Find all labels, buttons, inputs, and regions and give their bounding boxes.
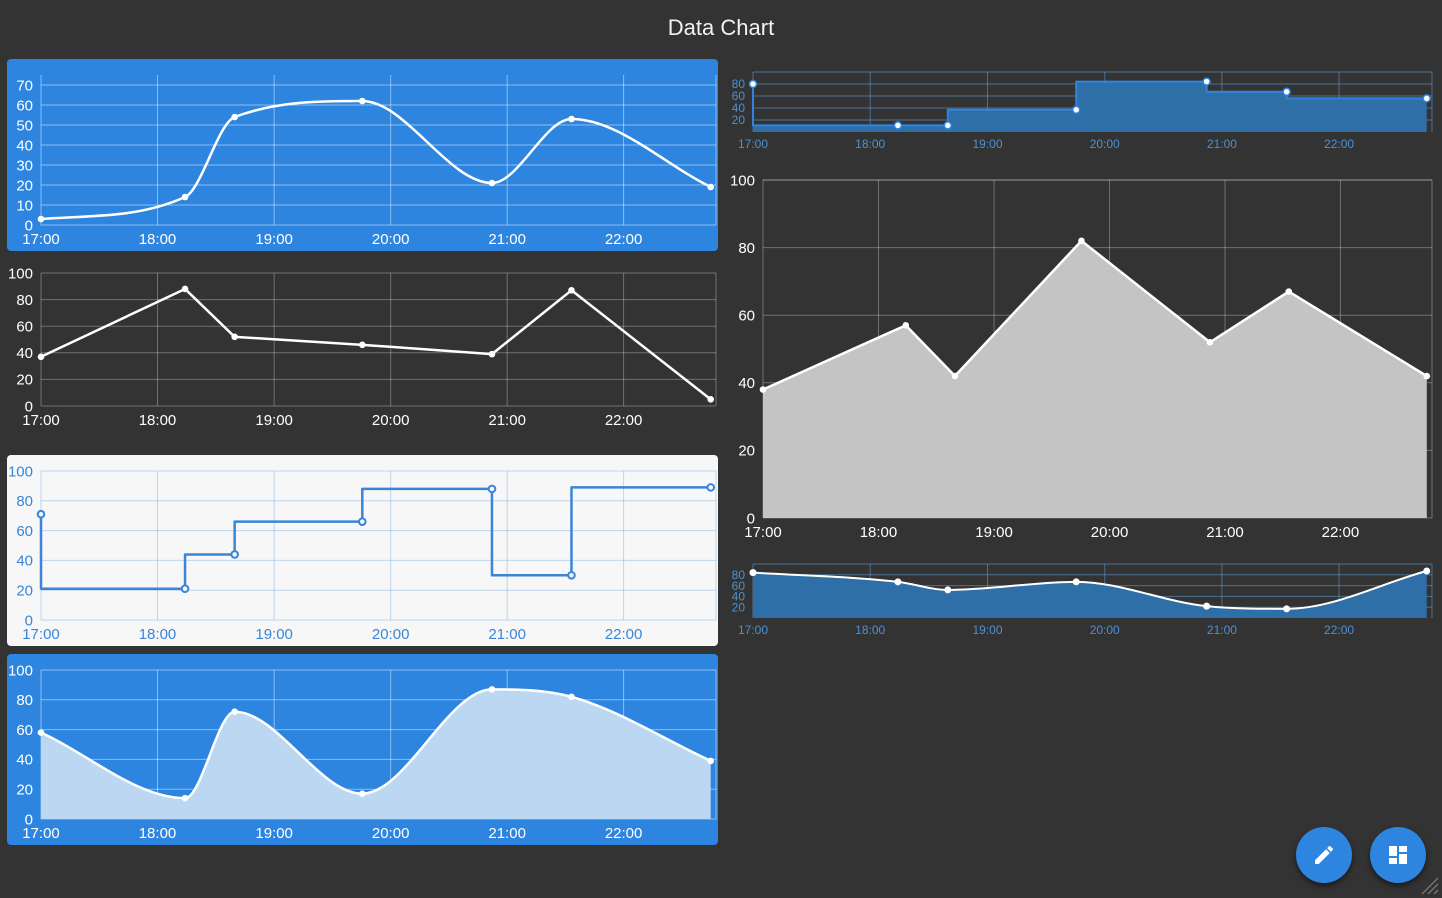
svg-text:17:00: 17:00 — [22, 626, 60, 643]
svg-text:40: 40 — [732, 101, 746, 115]
svg-text:80: 80 — [732, 568, 746, 582]
svg-text:18:00: 18:00 — [139, 412, 177, 429]
svg-text:80: 80 — [738, 240, 755, 257]
svg-text:21:00: 21:00 — [488, 231, 526, 248]
svg-text:80: 80 — [16, 292, 33, 309]
svg-text:19:00: 19:00 — [973, 137, 1003, 151]
svg-text:20:00: 20:00 — [372, 626, 410, 643]
svg-text:20: 20 — [16, 582, 33, 599]
svg-text:40: 40 — [16, 553, 33, 570]
svg-text:21:00: 21:00 — [1207, 623, 1237, 637]
svg-text:22:00: 22:00 — [605, 412, 643, 429]
svg-text:17:00: 17:00 — [22, 825, 60, 842]
svg-text:17:00: 17:00 — [738, 137, 768, 151]
svg-text:22:00: 22:00 — [605, 231, 643, 248]
svg-text:40: 40 — [16, 345, 33, 362]
svg-text:18:00: 18:00 — [139, 626, 177, 643]
svg-text:19:00: 19:00 — [255, 231, 293, 248]
svg-text:21:00: 21:00 — [488, 412, 526, 429]
svg-text:20: 20 — [738, 443, 755, 460]
svg-text:19:00: 19:00 — [255, 825, 293, 842]
svg-text:60: 60 — [16, 722, 33, 739]
svg-text:40: 40 — [16, 752, 33, 769]
svg-text:21:00: 21:00 — [1206, 524, 1244, 541]
svg-text:22:00: 22:00 — [1322, 524, 1360, 541]
svg-text:18:00: 18:00 — [139, 825, 177, 842]
svg-text:18:00: 18:00 — [855, 137, 885, 151]
svg-text:20:00: 20:00 — [372, 231, 410, 248]
svg-text:22:00: 22:00 — [605, 825, 643, 842]
svg-text:20: 20 — [16, 372, 33, 389]
svg-text:60: 60 — [16, 523, 33, 540]
svg-text:17:00: 17:00 — [738, 623, 768, 637]
svg-text:20:00: 20:00 — [1091, 524, 1129, 541]
svg-text:19:00: 19:00 — [255, 412, 293, 429]
svg-text:20:00: 20:00 — [372, 825, 410, 842]
svg-text:18:00: 18:00 — [139, 231, 177, 248]
svg-text:60: 60 — [16, 97, 33, 114]
svg-text:21:00: 21:00 — [488, 626, 526, 643]
svg-text:18:00: 18:00 — [855, 623, 885, 637]
svg-text:100: 100 — [8, 463, 33, 480]
svg-text:17:00: 17:00 — [22, 231, 60, 248]
svg-text:17:00: 17:00 — [744, 524, 782, 541]
svg-text:17:00: 17:00 — [22, 412, 60, 429]
svg-text:20: 20 — [732, 113, 746, 127]
svg-text:60: 60 — [16, 318, 33, 335]
svg-text:100: 100 — [8, 662, 33, 679]
svg-text:70: 70 — [16, 77, 33, 94]
svg-text:20:00: 20:00 — [1090, 137, 1120, 151]
svg-text:19:00: 19:00 — [255, 626, 293, 643]
svg-text:60: 60 — [738, 307, 755, 324]
svg-text:22:00: 22:00 — [1324, 137, 1354, 151]
svg-text:100: 100 — [730, 172, 755, 189]
svg-text:20: 20 — [16, 177, 33, 194]
svg-text:22:00: 22:00 — [1324, 623, 1354, 637]
svg-text:21:00: 21:00 — [488, 825, 526, 842]
svg-text:100: 100 — [8, 265, 33, 282]
svg-text:18:00: 18:00 — [860, 524, 898, 541]
svg-text:19:00: 19:00 — [975, 524, 1013, 541]
svg-text:20:00: 20:00 — [1090, 623, 1120, 637]
svg-text:22:00: 22:00 — [605, 626, 643, 643]
svg-text:40: 40 — [738, 375, 755, 392]
svg-text:80: 80 — [16, 692, 33, 709]
svg-text:40: 40 — [16, 137, 33, 154]
svg-text:60: 60 — [732, 89, 746, 103]
svg-text:20:00: 20:00 — [372, 412, 410, 429]
svg-text:50: 50 — [16, 117, 33, 134]
svg-text:30: 30 — [16, 157, 33, 174]
svg-text:80: 80 — [732, 77, 746, 91]
svg-text:10: 10 — [16, 197, 33, 214]
svg-text:20: 20 — [16, 781, 33, 798]
svg-text:80: 80 — [16, 493, 33, 510]
svg-text:19:00: 19:00 — [973, 623, 1003, 637]
svg-text:21:00: 21:00 — [1207, 137, 1237, 151]
